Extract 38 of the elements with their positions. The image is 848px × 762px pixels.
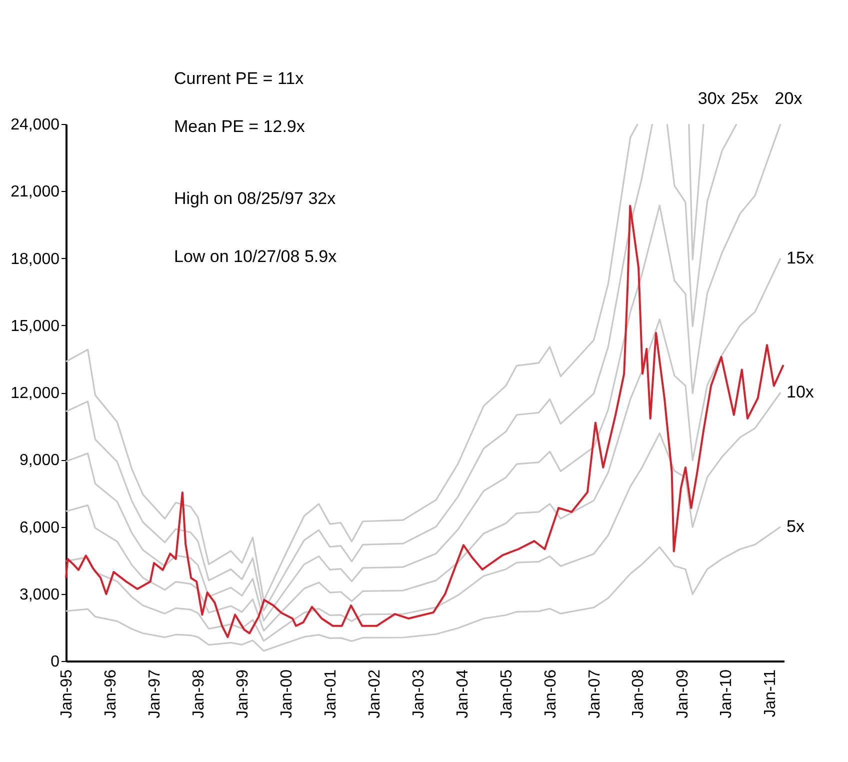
x-tick-label: Jan-96 [102, 669, 120, 718]
line-series [65, 526, 782, 652]
y-tick-label: 3,000 [19, 586, 60, 604]
series-label: 20x [774, 89, 803, 108]
x-tick-label: Jan-95 [58, 669, 76, 718]
line-series [65, 392, 782, 642]
y-tick-label: 21,000 [10, 184, 60, 201]
text: Current PE = 11x [174, 69, 304, 88]
series-label: 15x [786, 248, 814, 268]
y-tick-label: 9,000 [19, 452, 60, 470]
x-tick-label: Jan-04 [454, 669, 472, 718]
series-label: 10x [786, 382, 814, 402]
x-tick-label: Jan-07 [586, 669, 604, 718]
x-tick-label: Jan-11 [762, 669, 780, 718]
x-tick-label: Jan-02 [366, 669, 384, 718]
annotation: Mean PE = 12.9x [174, 117, 306, 136]
x-tick-label: Jan-99 [234, 669, 252, 718]
y-tick-label: 0 [50, 654, 60, 670]
x-tick-label: Jan-03 [410, 669, 428, 718]
y-tick-label: 12,000 [10, 385, 60, 402]
x-tick-label: Jan-98 [190, 669, 208, 718]
series-label: 5x [786, 516, 805, 536]
x-tick-label: Jan-09 [674, 669, 692, 718]
series-label: 25x [730, 89, 759, 108]
x-tick-label: Jan-06 [542, 669, 560, 718]
y-tick-label: 15,000 [10, 318, 60, 335]
annotation: Low on 10/27/08 5.9x [174, 247, 338, 266]
y-tick-label: 24,000 [10, 116, 60, 134]
x-tick-label: Jan-97 [146, 669, 164, 718]
annotation: High on 08/25/97 32x [174, 189, 336, 208]
x-tick-label: Jan-01 [322, 669, 340, 718]
series-label: 30x [698, 89, 726, 108]
x-tick-label: Jan-05 [498, 669, 516, 718]
x-tick-label: Jan-10 [718, 669, 736, 718]
y-tick-label: 6,000 [19, 519, 60, 536]
x-tick-label: Jan-00 [278, 669, 296, 718]
y-tick-label: 18,000 [10, 250, 60, 268]
x-tick-label: Jan-08 [630, 669, 648, 718]
